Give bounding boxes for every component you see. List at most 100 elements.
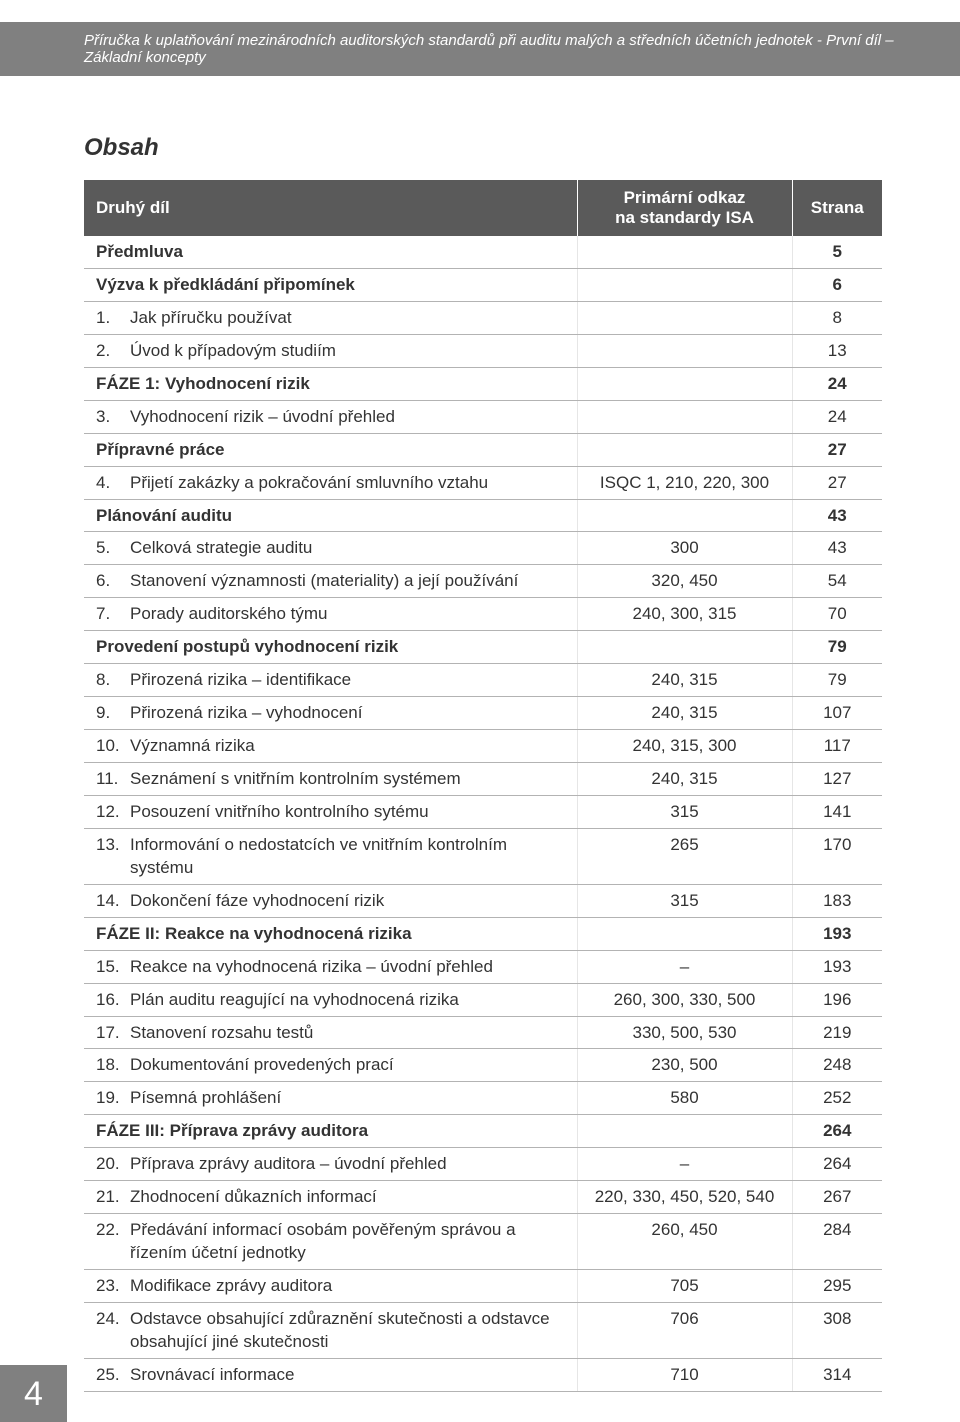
row-ref bbox=[577, 236, 792, 268]
row-page: 54 bbox=[792, 565, 882, 598]
row-page: 264 bbox=[792, 1148, 882, 1181]
row-number: 5. bbox=[84, 532, 128, 565]
table-row: 4.Přijetí zakázky a pokračování smluvníh… bbox=[84, 466, 882, 499]
row-number: 24. bbox=[84, 1302, 128, 1358]
row-number: 9. bbox=[84, 697, 128, 730]
table-row: 3.Vyhodnocení rizik – úvodní přehled 24 bbox=[84, 400, 882, 433]
row-label: Přípravné práce bbox=[84, 433, 577, 466]
row-label: Dokumentování provedených prací bbox=[128, 1049, 577, 1082]
row-ref: 260, 300, 330, 500 bbox=[577, 983, 792, 1016]
row-label: Výzva k předkládání připomínek bbox=[84, 268, 577, 301]
section-title: Obsah bbox=[84, 134, 882, 162]
table-row: 5.Celková strategie auditu30043 bbox=[84, 532, 882, 565]
row-ref bbox=[577, 917, 792, 950]
row-page: 252 bbox=[792, 1082, 882, 1115]
row-page: 219 bbox=[792, 1016, 882, 1049]
document-page: Příručka k uplatňování mezinárodních aud… bbox=[0, 22, 960, 1422]
row-ref: 580 bbox=[577, 1082, 792, 1115]
row-page: 193 bbox=[792, 950, 882, 983]
row-ref bbox=[577, 631, 792, 664]
row-label: Reakce na vyhodnocená rizika – úvodní př… bbox=[128, 950, 577, 983]
row-label: Celková strategie auditu bbox=[128, 532, 577, 565]
table-row: 21.Zhodnocení důkazních informací220, 33… bbox=[84, 1181, 882, 1214]
row-number: 8. bbox=[84, 664, 128, 697]
row-number: 23. bbox=[84, 1270, 128, 1303]
row-page: 308 bbox=[792, 1302, 882, 1358]
row-page: 314 bbox=[792, 1358, 882, 1391]
table-row: 19.Písemná prohlášení580252 bbox=[84, 1082, 882, 1115]
row-ref: 240, 315, 300 bbox=[577, 730, 792, 763]
row-number: 25. bbox=[84, 1358, 128, 1391]
row-number: 17. bbox=[84, 1016, 128, 1049]
table-row: 11.Seznámení s vnitřním kontrolním systé… bbox=[84, 763, 882, 796]
row-label: Významná rizika bbox=[128, 730, 577, 763]
row-page: 43 bbox=[792, 499, 882, 532]
table-row: 7.Porady auditorského týmu240, 300, 3157… bbox=[84, 598, 882, 631]
row-label: Úvod k případovým studiím bbox=[128, 334, 577, 367]
table-row: FÁZE III: Příprava zprávy auditora264 bbox=[84, 1115, 882, 1148]
table-row: 6.Stanovení významnosti (materiality) a … bbox=[84, 565, 882, 598]
table-row: Výzva k předkládání připomínek6 bbox=[84, 268, 882, 301]
row-ref: 315 bbox=[577, 884, 792, 917]
row-page: 79 bbox=[792, 631, 882, 664]
row-ref: 240, 315 bbox=[577, 697, 792, 730]
table-row: Plánování auditu43 bbox=[84, 499, 882, 532]
row-page: 43 bbox=[792, 532, 882, 565]
table-row: 10.Významná rizika240, 315, 300117 bbox=[84, 730, 882, 763]
toc-table: Druhý díl Primární odkaz na standardy IS… bbox=[84, 180, 882, 1392]
row-number: 18. bbox=[84, 1049, 128, 1082]
row-ref: 230, 500 bbox=[577, 1049, 792, 1082]
row-label: Přijetí zakázky a pokračování smluvního … bbox=[128, 466, 577, 499]
row-ref: 705 bbox=[577, 1270, 792, 1303]
row-label: Přirozená rizika – identifikace bbox=[128, 664, 577, 697]
page-number: 4 bbox=[0, 1365, 67, 1422]
row-label: Jak příručku používat bbox=[128, 301, 577, 334]
row-page: 5 bbox=[792, 236, 882, 268]
col-header-ref-line1: Primární odkaz bbox=[624, 188, 746, 207]
col-header-ref-line2: na standardy ISA bbox=[615, 208, 754, 227]
table-row: 16.Plán auditu reagující na vyhodnocená … bbox=[84, 983, 882, 1016]
row-ref: 240, 315 bbox=[577, 763, 792, 796]
row-page: 264 bbox=[792, 1115, 882, 1148]
row-label: Písemná prohlášení bbox=[128, 1082, 577, 1115]
row-ref: – bbox=[577, 950, 792, 983]
row-label: FÁZE II: Reakce na vyhodnocená rizika bbox=[84, 917, 577, 950]
row-ref: 320, 450 bbox=[577, 565, 792, 598]
row-number: 3. bbox=[84, 400, 128, 433]
col-header-page: Strana bbox=[792, 180, 882, 236]
row-page: 141 bbox=[792, 795, 882, 828]
row-number: 19. bbox=[84, 1082, 128, 1115]
row-ref bbox=[577, 400, 792, 433]
table-row: Přípravné práce 27 bbox=[84, 433, 882, 466]
row-ref bbox=[577, 1115, 792, 1148]
row-ref: 315 bbox=[577, 795, 792, 828]
row-page: 27 bbox=[792, 433, 882, 466]
row-label: Vyhodnocení rizik – úvodní přehled bbox=[128, 400, 577, 433]
row-page: 24 bbox=[792, 400, 882, 433]
row-number: 21. bbox=[84, 1181, 128, 1214]
content-area: Obsah Druhý díl Primární odkaz na standa… bbox=[0, 134, 960, 1392]
row-ref bbox=[577, 433, 792, 466]
row-ref: 220, 330, 450, 520, 540 bbox=[577, 1181, 792, 1214]
table-row: 15.Reakce na vyhodnocená rizika – úvodní… bbox=[84, 950, 882, 983]
row-label: Posouzení vnitřního kontrolního sytému bbox=[128, 795, 577, 828]
row-ref bbox=[577, 301, 792, 334]
running-header: Příručka k uplatňování mezinárodních aud… bbox=[0, 22, 960, 76]
table-row: 12.Posouzení vnitřního kontrolního sytém… bbox=[84, 795, 882, 828]
row-number: 11. bbox=[84, 763, 128, 796]
row-label: Předmluva bbox=[84, 236, 577, 268]
row-number: 14. bbox=[84, 884, 128, 917]
row-page: 183 bbox=[792, 884, 882, 917]
row-ref: 300 bbox=[577, 532, 792, 565]
row-page: 196 bbox=[792, 983, 882, 1016]
row-page: 27 bbox=[792, 466, 882, 499]
row-page: 248 bbox=[792, 1049, 882, 1082]
row-page: 70 bbox=[792, 598, 882, 631]
row-number: 2. bbox=[84, 334, 128, 367]
table-row: 25.Srovnávací informace710314 bbox=[84, 1358, 882, 1391]
row-ref bbox=[577, 367, 792, 400]
col-header-title: Druhý díl bbox=[84, 180, 577, 236]
row-label: Zhodnocení důkazních informací bbox=[128, 1181, 577, 1214]
row-ref: 240, 300, 315 bbox=[577, 598, 792, 631]
table-row: 8.Přirozená rizika – identifikace240, 31… bbox=[84, 664, 882, 697]
